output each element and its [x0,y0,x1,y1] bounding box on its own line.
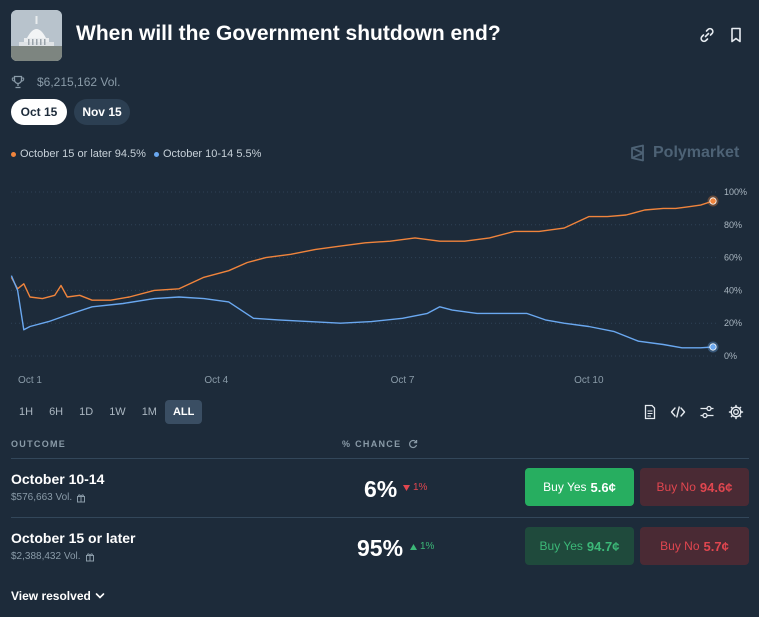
tab-nov-15[interactable]: Nov 15 [74,99,130,125]
buy-no-label: Buy No [660,539,700,553]
outcome-name: October 10-14 [11,471,105,487]
x-tick-label: Oct 10 [574,375,604,386]
brand-name: Polymarket [653,144,740,161]
sliders-icon[interactable] [699,404,715,420]
outcome-column-header: OUTCOME [11,439,67,449]
market-thumbnail [11,10,62,61]
time-range-selector: 1H 6H 1D 1W 1M ALL [11,400,203,424]
chance-delta: 1% [410,541,434,552]
series-line-1 [10,275,714,349]
chevron-down-icon [95,593,105,599]
chance-delta-value: 1% [413,482,428,493]
y-tick-label: 60% [724,253,742,263]
legend-item: October 10-14 5.5% [153,148,262,160]
view-resolved-link[interactable]: View resolved [11,589,105,603]
gift-icon [85,552,94,561]
page-title: When will the Government shutdown end? [76,22,501,45]
price-chart[interactable]: 100% 80% 60% 40% 20% 0% Oct 1 Oct 4 Oct 7 Oct 10 [0,170,759,390]
trophy-icon [11,75,25,89]
buy-no-label: Buy No [656,480,696,494]
range-1w[interactable]: 1W [109,406,126,418]
y-tick-label: 40% [724,285,742,295]
chance-column-header: % CHANCE [342,439,418,449]
outcome-chance: 6% [364,476,398,502]
market-header: When will the Government shutdown end? [11,10,749,61]
polymarket-watermark: Polymarket [629,144,739,162]
chance-delta: 1% [403,482,427,493]
buy-yes-price: 94.7¢ [586,538,620,554]
buy-no-price: 5.7¢ [703,538,729,554]
x-tick-label: Oct 7 [391,375,415,386]
range-1m[interactable]: 1M [141,406,157,418]
bookmark-icon[interactable] [727,26,745,44]
range-1d[interactable]: 1D [79,406,94,418]
buy-yes-price: 5.6¢ [590,479,616,495]
range-6h[interactable]: 6H [49,406,64,418]
chance-delta-value: 1% [420,541,435,552]
buy-yes-label: Buy Yes [539,539,583,553]
y-tick-label: 80% [724,220,742,230]
legend-dot-blue [153,151,159,157]
x-tick-label: Oct 4 [204,375,228,386]
legend-dot-orange [11,151,16,157]
series-line-0 [10,200,714,301]
volume-row: $6,215,162 Vol. [11,73,120,91]
x-tick-label: Oct 1 [18,375,42,386]
buy-no-button[interactable]: Buy No 5.7¢ [640,527,749,565]
range-1h[interactable]: 1H [19,406,34,418]
legend-item: October 15 or later 94.5% [11,148,146,160]
document-icon[interactable] [642,404,658,420]
outcome-name: October 15 or later [11,530,136,546]
divider [11,517,749,518]
outcome-volume-text: $576,663 Vol. [11,492,73,503]
buy-yes-button[interactable]: Buy Yes 94.7¢ [525,527,634,565]
y-tick-label: 100% [724,187,747,197]
gift-icon [77,493,86,502]
y-tick-label: 20% [724,318,742,328]
chart-legend: October 15 or later 94.5% October 10-14 … [11,148,269,160]
capitol-icon [11,10,62,61]
buy-yes-label: Buy Yes [543,480,587,494]
range-all[interactable]: ALL [164,400,203,424]
legend-label: October 10-14 5.5% [162,148,262,160]
buy-no-button[interactable]: Buy No 94.6¢ [640,468,749,506]
divider [11,458,749,459]
outcome-chance: 95% [357,535,404,561]
series-end-point [709,343,717,351]
arrow-down-icon [403,484,410,491]
refresh-icon[interactable] [408,439,418,449]
buy-no-price: 94.6¢ [699,479,733,495]
outcome-volume-text: $2,388,432 Vol. [11,551,81,562]
total-volume: $6,215,162 Vol. [37,75,121,89]
gear-icon[interactable] [728,404,744,420]
link-icon[interactable] [698,26,716,44]
view-resolved-label: View resolved [11,589,91,603]
tab-oct-15[interactable]: Oct 15 [11,99,67,125]
y-tick-label: 0% [724,351,737,361]
outcome-volume: $2,388,432 Vol. [11,551,95,562]
chance-header-label: % CHANCE [342,439,402,449]
polymarket-logo-icon [631,144,644,162]
series-end-point [709,197,717,205]
arrow-up-icon [410,543,417,550]
legend-label: October 15 or later 94.5% [20,148,146,160]
embed-code-icon[interactable] [670,404,686,420]
buy-yes-button[interactable]: Buy Yes 5.6¢ [525,468,634,506]
outcome-volume: $576,663 Vol. [11,492,86,503]
